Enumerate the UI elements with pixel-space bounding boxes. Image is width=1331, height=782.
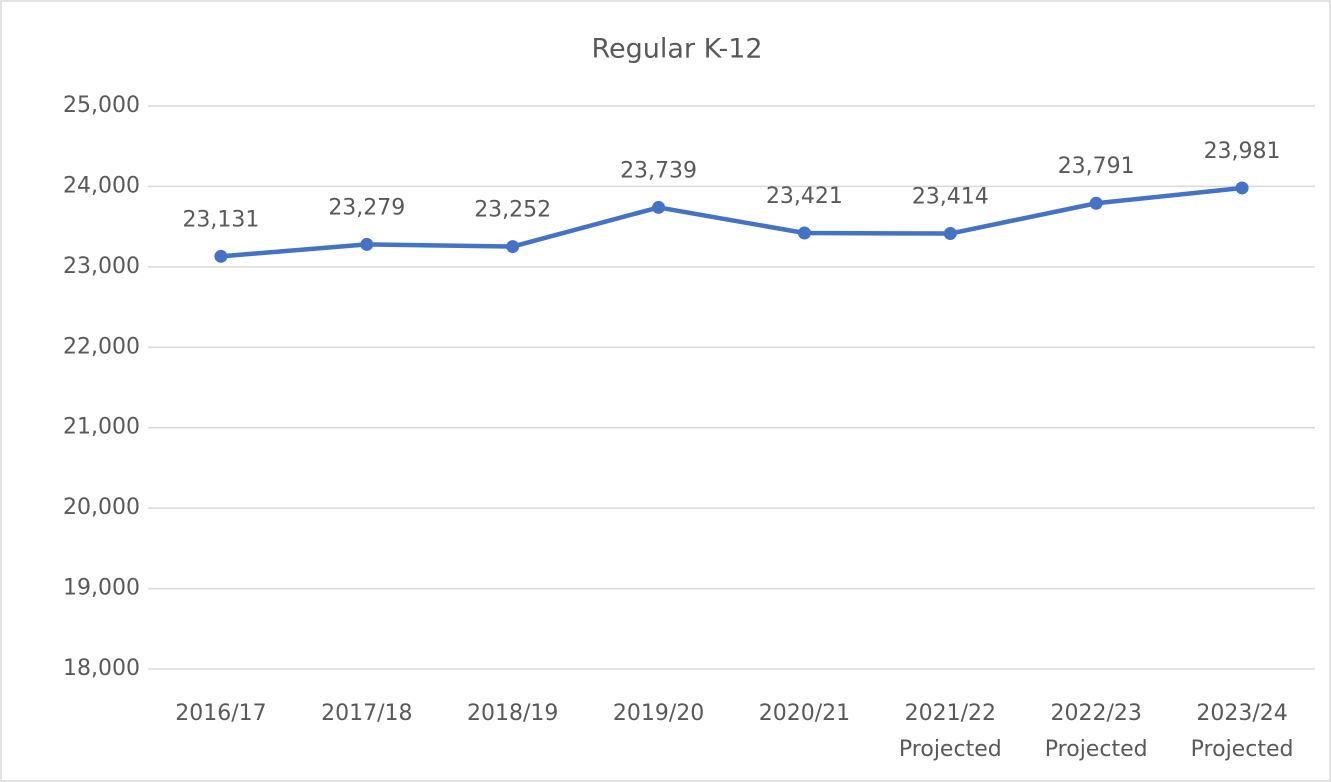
y-tick-label: 21,000 [63,415,140,440]
x-tick-label: 2019/20 [613,701,704,726]
data-label: 23,279 [328,195,405,220]
marker [1235,181,1249,195]
y-tick-label: 22,000 [63,334,140,359]
x-tick-label: 2018/19 [467,701,558,726]
y-tick-label: 24,000 [63,173,140,198]
y-tick-label: 20,000 [63,495,140,520]
data-label: 23,131 [182,207,259,232]
data-label: 23,791 [1058,154,1135,179]
marker [943,227,957,241]
data-label: 23,252 [474,198,551,223]
marker [1089,196,1103,210]
line [220,185,1243,259]
x-tick-label: 2020/21 [759,701,850,726]
y-tick-label: 25,000 [63,93,140,118]
marker [506,240,520,254]
x-tick-label: 2017/18 [321,701,412,726]
y-tick-label: 18,000 [63,656,140,681]
y-tick-label: 23,000 [63,254,140,279]
y-tick-label: 19,000 [63,576,140,601]
data-label: 23,739 [620,158,697,183]
marker [360,237,374,251]
x-tick-label: 2023/24 Projected [1191,701,1294,762]
data-label: 23,981 [1204,139,1281,164]
data-label: 23,414 [912,185,989,210]
x-tick-label: 2021/22 Projected [899,701,1002,762]
x-tick-label: 2022/23 Projected [1045,701,1148,762]
marker [652,200,666,214]
marker [797,226,811,240]
chart-title: Regular K-12 [591,34,762,65]
x-tick-label: 2016/17 [175,701,266,726]
data-label: 23,421 [766,184,843,209]
marker [214,249,228,263]
